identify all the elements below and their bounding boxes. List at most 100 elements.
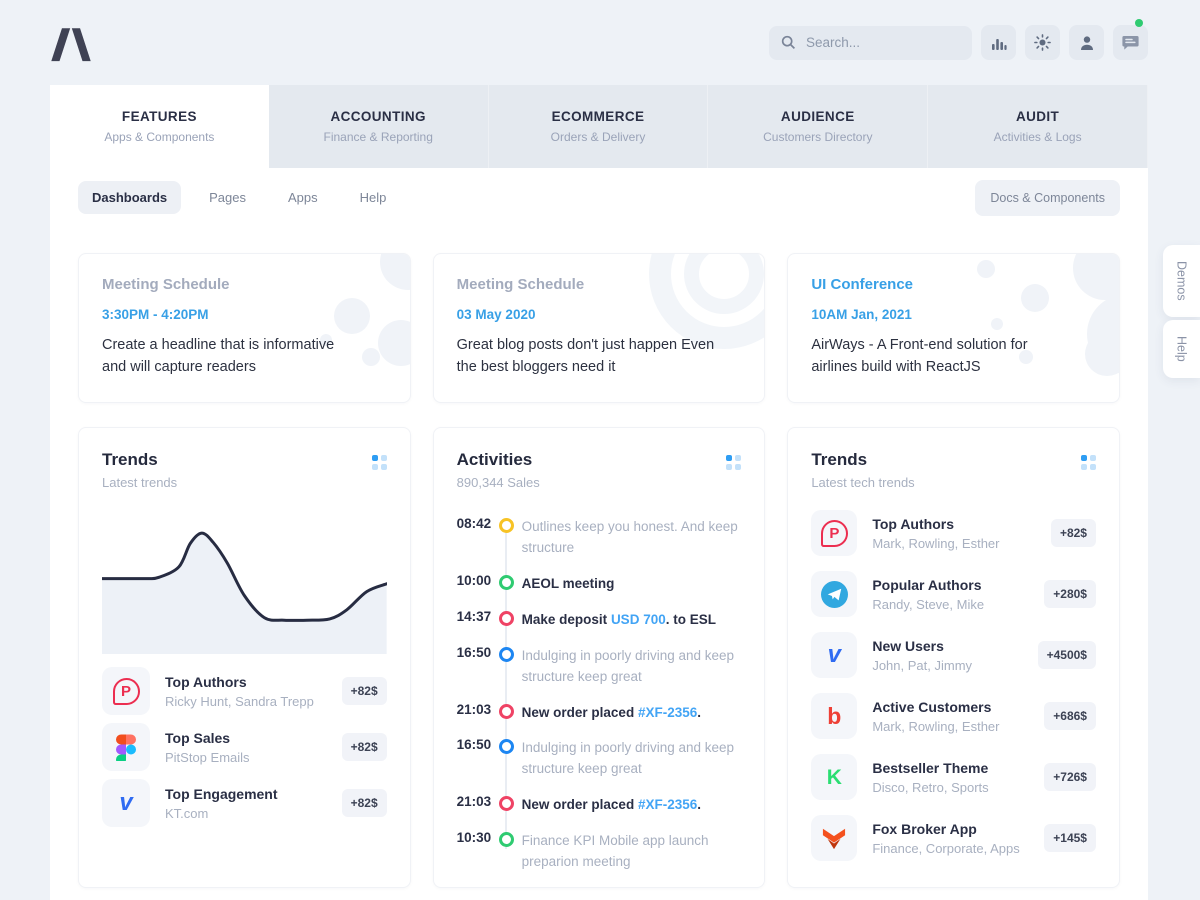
activity-timeline: 08:42 Outlines keep you honest. And keep … <box>457 516 742 873</box>
stats-icon <box>991 35 1007 51</box>
list-item[interactable]: Top Sales PitStop Emails +82$ <box>102 723 387 771</box>
timeline-text: Indulging in poorly driving and keep str… <box>521 740 735 777</box>
tab-label: ACCOUNTING <box>330 109 426 124</box>
vimeo-icon: v <box>102 779 150 827</box>
grid-menu-icon[interactable] <box>726 450 742 470</box>
list-item-text: Top Engagement KT.com <box>165 786 278 821</box>
timeline-dot <box>498 610 514 626</box>
info-card: Meeting Schedule 03 May 2020 Great blog po… <box>432 253 766 403</box>
info-card-time: 3:30PM - 4:20PM <box>102 307 209 322</box>
list-item-name: Top Authors <box>165 673 247 690</box>
trends-card-right: Trends Latest tech trends P Top Authors Ma… <box>787 427 1120 888</box>
list-item[interactable]: Popular Authors Randy, Steve, Mike +280$ <box>811 571 1096 617</box>
docs-components-button[interactable]: Docs & Components <box>975 179 1120 216</box>
info-card-title: UI Conference <box>811 276 914 293</box>
info-card: UI Conference 10AM Jan, 2021 AirWays - A F… <box>787 253 1120 403</box>
side-tab-label: Demos <box>1174 261 1189 301</box>
value-badge: +4500$ <box>1037 641 1096 669</box>
list-item[interactable]: v Top Engagement KT.com +82$ <box>102 779 387 827</box>
list-item-desc: PitStop Emails <box>165 749 250 765</box>
timeline-time: 10:30 <box>456 830 492 846</box>
fox-icon <box>811 815 858 861</box>
info-card-title: Meeting Schedule <box>102 276 230 293</box>
value-badge: +82$ <box>1050 519 1096 547</box>
subnav-item-dashboards[interactable]: Dashboards <box>78 181 182 214</box>
molecule-decoration <box>377 320 410 366</box>
tab-label: ECOMMERCE <box>551 109 645 124</box>
stats-button[interactable] <box>981 25 1016 60</box>
sub-nav: Dashboards Pages Apps Help Docs & Component… <box>50 168 1148 227</box>
info-card: Meeting Schedule 3:30PM - 4:20PM Create a … <box>78 253 411 403</box>
tab-label: FEATURES <box>121 109 197 124</box>
main-panel: FEATURES Apps & Components ACCOUNTING Finan… <box>50 85 1148 900</box>
grid-menu-icon[interactable] <box>371 450 387 470</box>
timeline-dot <box>498 703 514 719</box>
timeline-item: 21:03 New order placed #XF-2356. <box>457 794 742 816</box>
timeline-item: 10:00 AEOL meeting <box>457 573 742 595</box>
timeline-time: 21:03 <box>456 794 492 810</box>
sun-button[interactable] <box>1025 25 1060 60</box>
trends-card-left: Trends Latest trends P Top Authors Ricky H… <box>78 427 411 888</box>
tab-accounting[interactable]: ACCOUNTING Finance & Reporting <box>268 85 489 168</box>
list-item-text: New Users John, Pat, Jimmy <box>872 638 972 673</box>
inline-link[interactable]: USD 700 <box>610 611 666 627</box>
list-item-text: Active Customers Mark, Rowling, Esther <box>872 699 999 734</box>
list-item[interactable]: Fox Broker App Finance, Corporate, Apps +1… <box>811 815 1096 861</box>
inline-link[interactable]: #XF-2356 <box>637 704 698 720</box>
info-card-title: Meeting Schedule <box>456 276 585 293</box>
tab-audit[interactable]: AUDIT Activities & Logs <box>928 85 1148 168</box>
tab-sublabel: Orders & Delivery <box>550 130 646 144</box>
timeline-item: 21:03 New order placed #XF-2356. <box>457 702 742 724</box>
bitly-icon: b <box>811 693 858 739</box>
subnav-item-apps[interactable]: Apps <box>274 181 332 214</box>
list-item[interactable]: K Bestseller Theme Disco, Retro, Sports +72… <box>811 754 1096 800</box>
sun-icon <box>1034 34 1051 51</box>
user-button[interactable] <box>1069 25 1104 60</box>
value-badge: +280$ <box>1044 580 1096 608</box>
list-item[interactable]: P Top Authors Ricky Hunt, Sandra Trepp +82$ <box>102 667 387 715</box>
timeline-time: 08:42 <box>456 516 492 531</box>
dots-decoration <box>1084 332 1119 376</box>
subnav-item-pages[interactable]: Pages <box>195 181 260 214</box>
tab-sublabel: Activities & Logs <box>993 130 1082 144</box>
list-item-name: New Users <box>872 637 944 654</box>
tab-audience[interactable]: AUDIENCE Customers Directory <box>708 85 929 168</box>
timeline-dot <box>498 518 514 533</box>
list-item-desc: John, Pat, Jimmy <box>872 657 973 673</box>
list-item-desc: Randy, Steve, Mike <box>872 596 985 612</box>
timeline-time: 21:03 <box>456 701 492 717</box>
subnav-item-help[interactable]: Help <box>346 181 401 214</box>
tab-features[interactable]: FEATURES Apps & Components <box>50 85 269 168</box>
molecule-decoration <box>361 348 380 366</box>
value-badge: +686$ <box>1044 702 1096 730</box>
grid-menu-icon[interactable] <box>1080 450 1096 470</box>
kickstarter-icon: K <box>811 754 858 800</box>
side-tab-help[interactable]: Help <box>1163 320 1200 378</box>
timeline-item: 14:37 Make deposit USD 700. to ESL <box>457 609 742 631</box>
timeline-item: 16:50 Indulging in poorly driving and kee… <box>457 645 742 688</box>
module-tabs: FEATURES Apps & Components ACCOUNTING Finan… <box>50 85 1148 168</box>
list-item-desc: Mark, Rowling, Esther <box>872 535 1000 551</box>
list-item[interactable]: b Active Customers Mark, Rowling, Esther +6… <box>811 693 1096 739</box>
value-badge: +82$ <box>341 677 387 705</box>
timeline-dot <box>498 739 514 755</box>
list-item[interactable]: v New Users John, Pat, Jimmy +4500$ <box>811 632 1096 678</box>
activities-card: Activities 890,344 Sales 08:42 Outlines k… <box>432 427 766 888</box>
list-item-text: Popular Authors Randy, Steve, Mike <box>872 577 984 612</box>
list-item-text: Fox Broker App Finance, Corporate, Apps <box>872 821 1019 856</box>
list-item-desc: Disco, Retro, Sports <box>872 779 989 795</box>
brand-logo-icon[interactable] <box>48 24 94 62</box>
timeline-dot <box>498 646 514 662</box>
inline-link[interactable]: #XF-2356 <box>637 797 698 813</box>
search-icon <box>781 35 796 50</box>
chat-button[interactable] <box>1113 19 1148 60</box>
search-input[interactable] <box>806 35 946 50</box>
info-card-text: Create a headline that is informative an… <box>102 337 335 375</box>
list-item-text: Top Authors Ricky Hunt, Sandra Trepp <box>165 674 314 709</box>
search-box[interactable] <box>769 25 972 60</box>
side-tab-demos[interactable]: Demos <box>1163 245 1200 317</box>
tab-label: AUDIT <box>1015 109 1060 124</box>
tab-ecommerce[interactable]: ECOMMERCE Orders & Delivery <box>488 85 709 168</box>
list-item[interactable]: P Top Authors Mark, Rowling, Esther +82$ <box>811 510 1096 556</box>
list-item-name: Top Engagement <box>165 785 278 802</box>
